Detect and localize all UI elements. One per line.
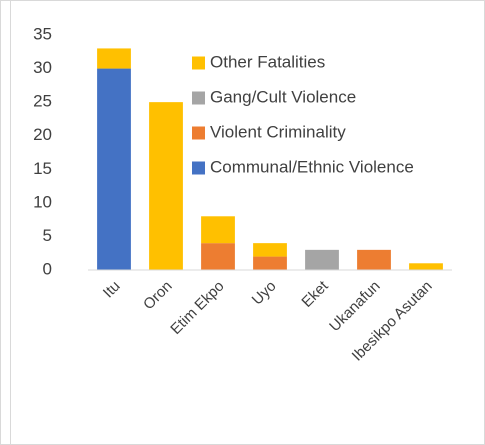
y-tick-label: 25 (33, 92, 52, 111)
bar-segment (201, 243, 235, 270)
y-tick-label: 20 (33, 125, 52, 144)
y-tick-label: 0 (43, 259, 52, 278)
bar-segment (253, 243, 287, 257)
legend-swatch (192, 126, 205, 140)
bar-segment (97, 68, 131, 270)
bar-segment (253, 256, 287, 270)
y-tick-label: 10 (33, 192, 52, 211)
bar-segment (97, 48, 131, 69)
legend-label: Violent Criminality (210, 122, 346, 141)
legend-swatch (192, 161, 205, 175)
legend-swatch (192, 91, 205, 105)
y-tick-label: 35 (33, 24, 52, 43)
bar-segment (201, 216, 235, 244)
legend-label: Communal/Ethnic Violence (210, 157, 414, 176)
bar-segment (149, 102, 183, 271)
bar-segment (357, 249, 391, 270)
y-tick-label: 30 (33, 58, 52, 77)
legend-label: Other Fatalities (210, 52, 325, 71)
legend-swatch (192, 56, 205, 70)
bar-segment (305, 249, 339, 270)
legend-label: Gang/Cult Violence (210, 87, 356, 106)
y-tick-label: 15 (33, 159, 52, 178)
bar-segment (409, 263, 443, 270)
y-tick-label: 5 (43, 226, 52, 245)
